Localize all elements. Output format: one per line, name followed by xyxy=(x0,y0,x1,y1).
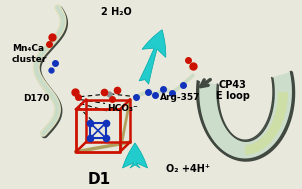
Text: 2 H₂O: 2 H₂O xyxy=(101,7,132,17)
Polygon shape xyxy=(197,72,293,160)
Text: O₂ +4H⁺: O₂ +4H⁺ xyxy=(166,164,210,174)
Text: Mn₄Ca
cluster: Mn₄Ca cluster xyxy=(12,44,47,64)
Text: D1: D1 xyxy=(88,172,111,187)
Polygon shape xyxy=(245,92,288,155)
Text: HCO₃⁻: HCO₃⁻ xyxy=(107,104,138,113)
Text: Arg-357: Arg-357 xyxy=(160,93,201,102)
Text: D170: D170 xyxy=(23,94,49,103)
Text: CP43
E loop: CP43 E loop xyxy=(216,80,249,101)
